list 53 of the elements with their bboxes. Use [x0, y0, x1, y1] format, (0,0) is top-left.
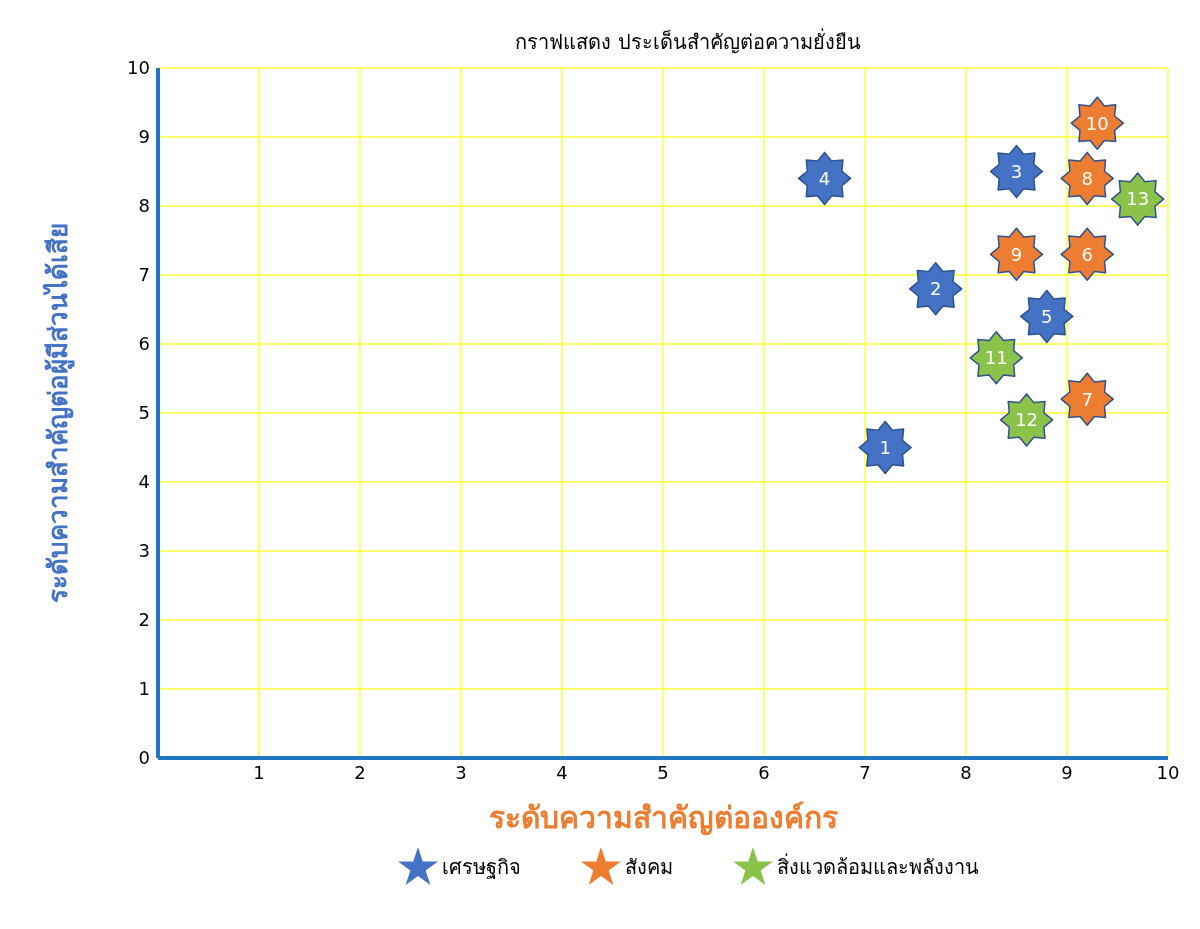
y-tick-label: 2: [138, 609, 150, 631]
legend-label: สิ่งแวดล้อมและพลังงาน: [776, 854, 979, 879]
y-tick-label: 8: [138, 195, 150, 217]
x-tick-label: 7: [859, 761, 871, 783]
x-tick-label: 8: [960, 761, 972, 783]
x-tick-label: 5: [657, 761, 669, 783]
y-tick-label: 1: [138, 678, 150, 700]
y-tick-label: 5: [138, 402, 150, 424]
annotation: 10: [1085, 112, 1109, 134]
annotation: 6: [1081, 243, 1093, 265]
y-tick-label: 6: [138, 333, 150, 355]
y-tick-label: 7: [138, 264, 150, 286]
x-tick-label: 10: [1156, 761, 1180, 783]
annotation: 4: [818, 167, 831, 189]
chart-title: กราฟแสดง ประเด็นสำคัญต่อความยั่งยืน: [514, 27, 862, 56]
annotation: 8: [1081, 167, 1093, 189]
y-tick-label: 0: [138, 747, 150, 769]
y-tick-label: 9: [138, 126, 150, 148]
x-tick-label: 2: [354, 761, 366, 783]
point: [1110, 172, 1165, 226]
point: [1020, 289, 1074, 344]
point: [999, 393, 1054, 447]
point: [989, 227, 1044, 282]
y-axis-title: ระดับความสำคัญต่อผู้มีส่วนได้เสีย: [42, 223, 76, 603]
legend-label: สังคม: [624, 854, 673, 879]
annotation: 1: [879, 436, 891, 458]
y-tick-label: 4: [138, 471, 150, 493]
x-tick-label: 3: [455, 761, 467, 783]
point: [989, 144, 1044, 199]
point: [908, 262, 963, 316]
annotation: 9: [1010, 243, 1023, 265]
x-tick-label: 1: [253, 761, 265, 783]
x-tick-label: 9: [1061, 761, 1073, 783]
x-axis-title: ระดับความสำคัญต่อองค์กร: [488, 800, 838, 836]
y-tick-label: 3: [138, 540, 150, 562]
legend-label: เศรษฐกิจ: [441, 854, 521, 879]
point: [969, 331, 1024, 385]
y-tick-label: 10: [127, 57, 150, 79]
point: [858, 420, 912, 475]
point: [1070, 96, 1125, 150]
point: [1060, 372, 1114, 426]
x-tick-label: 4: [556, 761, 568, 783]
annotation: 13: [1126, 188, 1150, 210]
annotation: 12: [1015, 409, 1039, 431]
annotation: 7: [1081, 388, 1093, 410]
annotation: 3: [1010, 160, 1023, 182]
point: [1060, 227, 1114, 282]
annotation: 2: [929, 278, 942, 300]
x-tick-label: 6: [758, 761, 770, 783]
annotation: 5: [1041, 305, 1053, 327]
point: [1060, 151, 1114, 206]
point: [797, 151, 852, 206]
annotation: 11: [984, 347, 1008, 369]
